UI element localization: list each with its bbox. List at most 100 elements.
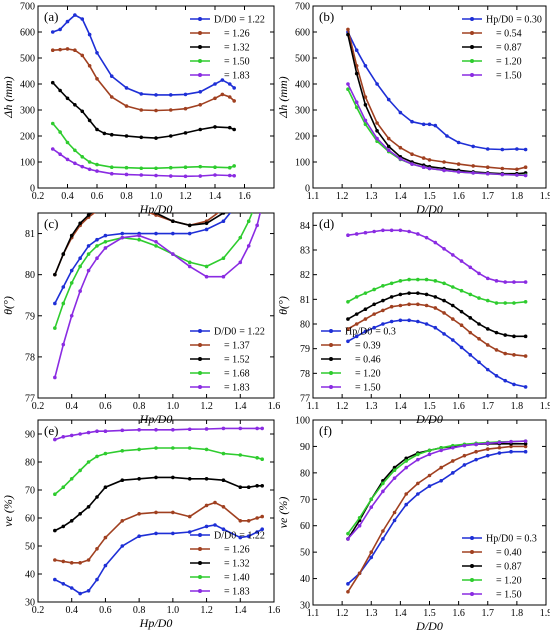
y-tick-label: 200	[295, 132, 310, 143]
data-point	[346, 589, 350, 594]
x-tick-label: 1.5	[423, 401, 436, 412]
series-line	[347, 88, 526, 176]
data-point	[346, 87, 350, 91]
data-point	[73, 13, 77, 17]
data-point	[523, 334, 528, 339]
data-point	[456, 140, 461, 145]
x-tick-label: 1.4	[394, 191, 407, 202]
data-point	[363, 307, 368, 312]
panel-3: 0.2 0.4 0.6 0.8 1.0 1.2 1.4 1.6 77 78 79 80 81 (c) Hp/…	[1, 117, 280, 426]
data-point	[103, 451, 108, 456]
data-point	[451, 317, 455, 321]
data-point	[363, 64, 368, 68]
x-tick-label: 1.2	[200, 605, 213, 616]
data-point	[416, 291, 420, 295]
data-point	[442, 332, 446, 336]
data-point	[416, 481, 420, 486]
data-point	[103, 233, 108, 238]
data-point	[427, 452, 432, 457]
data-point	[523, 444, 528, 449]
y-tick-label: 70	[25, 486, 35, 497]
data-point	[221, 256, 226, 261]
y-tick-label: 79	[25, 311, 35, 322]
data-point	[103, 429, 108, 434]
data-point	[154, 173, 158, 178]
data-point	[439, 478, 443, 483]
data-point	[124, 104, 129, 108]
data-point	[198, 103, 203, 107]
x-tick-label: 1.2	[179, 191, 192, 202]
data-point	[95, 169, 99, 173]
y-tick-label: 200	[20, 132, 35, 143]
panel-label: (c)	[44, 216, 58, 231]
data-point	[433, 279, 438, 283]
data-point	[500, 166, 505, 171]
data-point	[227, 82, 232, 86]
data-point	[50, 121, 55, 126]
data-point	[246, 244, 251, 248]
data-point	[238, 453, 243, 457]
x-tick-label: 0.4	[65, 401, 78, 412]
data-point	[421, 165, 426, 169]
data-point	[221, 527, 226, 531]
data-point	[187, 427, 192, 432]
series-line	[347, 450, 526, 585]
data-point	[78, 591, 82, 596]
data-point	[255, 426, 259, 431]
data-point	[53, 528, 57, 533]
data-point	[515, 147, 519, 151]
data-point	[260, 117, 264, 121]
data-point	[53, 437, 57, 442]
data-point	[410, 119, 414, 124]
data-point	[255, 484, 259, 488]
data-point	[485, 441, 490, 446]
data-point	[477, 271, 481, 276]
legend: D/D0 = 1.22 = 1.26 = 1.32 = 1.50 = 1.83	[190, 15, 265, 82]
data-point	[346, 27, 350, 32]
series-line	[52, 122, 235, 169]
y-tick-label: 78	[300, 369, 310, 380]
data-point	[485, 171, 490, 176]
x-tick-label: 0.4	[61, 191, 74, 202]
plot-frame	[312, 212, 547, 399]
x-tick-label: 0.6	[99, 605, 112, 616]
legend-entry: = 1.40	[224, 573, 250, 584]
legend-marker	[198, 31, 202, 35]
data-point	[221, 505, 226, 509]
data-point	[58, 27, 62, 32]
data-point	[255, 154, 259, 158]
data-point	[459, 288, 464, 293]
y-tick-label: 81	[300, 295, 310, 306]
data-point	[227, 173, 232, 178]
data-point	[523, 280, 528, 284]
data-point	[95, 237, 99, 242]
data-point	[407, 302, 411, 307]
data-point	[392, 518, 397, 523]
data-point	[187, 260, 192, 265]
data-point	[381, 228, 385, 233]
legend-entry: = 1.22	[239, 327, 265, 338]
data-point	[512, 353, 516, 357]
legend-entry: = 1.50	[355, 383, 381, 394]
data-point	[386, 148, 391, 153]
data-point	[404, 456, 409, 461]
data-point	[462, 463, 467, 467]
data-point	[260, 457, 265, 462]
data-point	[477, 337, 481, 341]
data-point	[485, 453, 490, 458]
data-point	[354, 100, 359, 104]
x-tick-label: 1.1	[307, 608, 320, 619]
data-point	[363, 329, 368, 334]
data-point	[363, 291, 368, 295]
data-point	[462, 443, 467, 448]
data-point	[187, 264, 192, 269]
data-point	[398, 279, 403, 283]
data-point	[410, 152, 414, 156]
data-point	[381, 481, 385, 486]
data-point	[468, 265, 473, 270]
data-point	[451, 285, 455, 289]
legend-marker	[198, 59, 202, 63]
x-tick-label: 1.2	[336, 401, 349, 412]
y-tick-label: 300	[295, 106, 310, 117]
x-tick-label: 1.9	[540, 608, 550, 619]
